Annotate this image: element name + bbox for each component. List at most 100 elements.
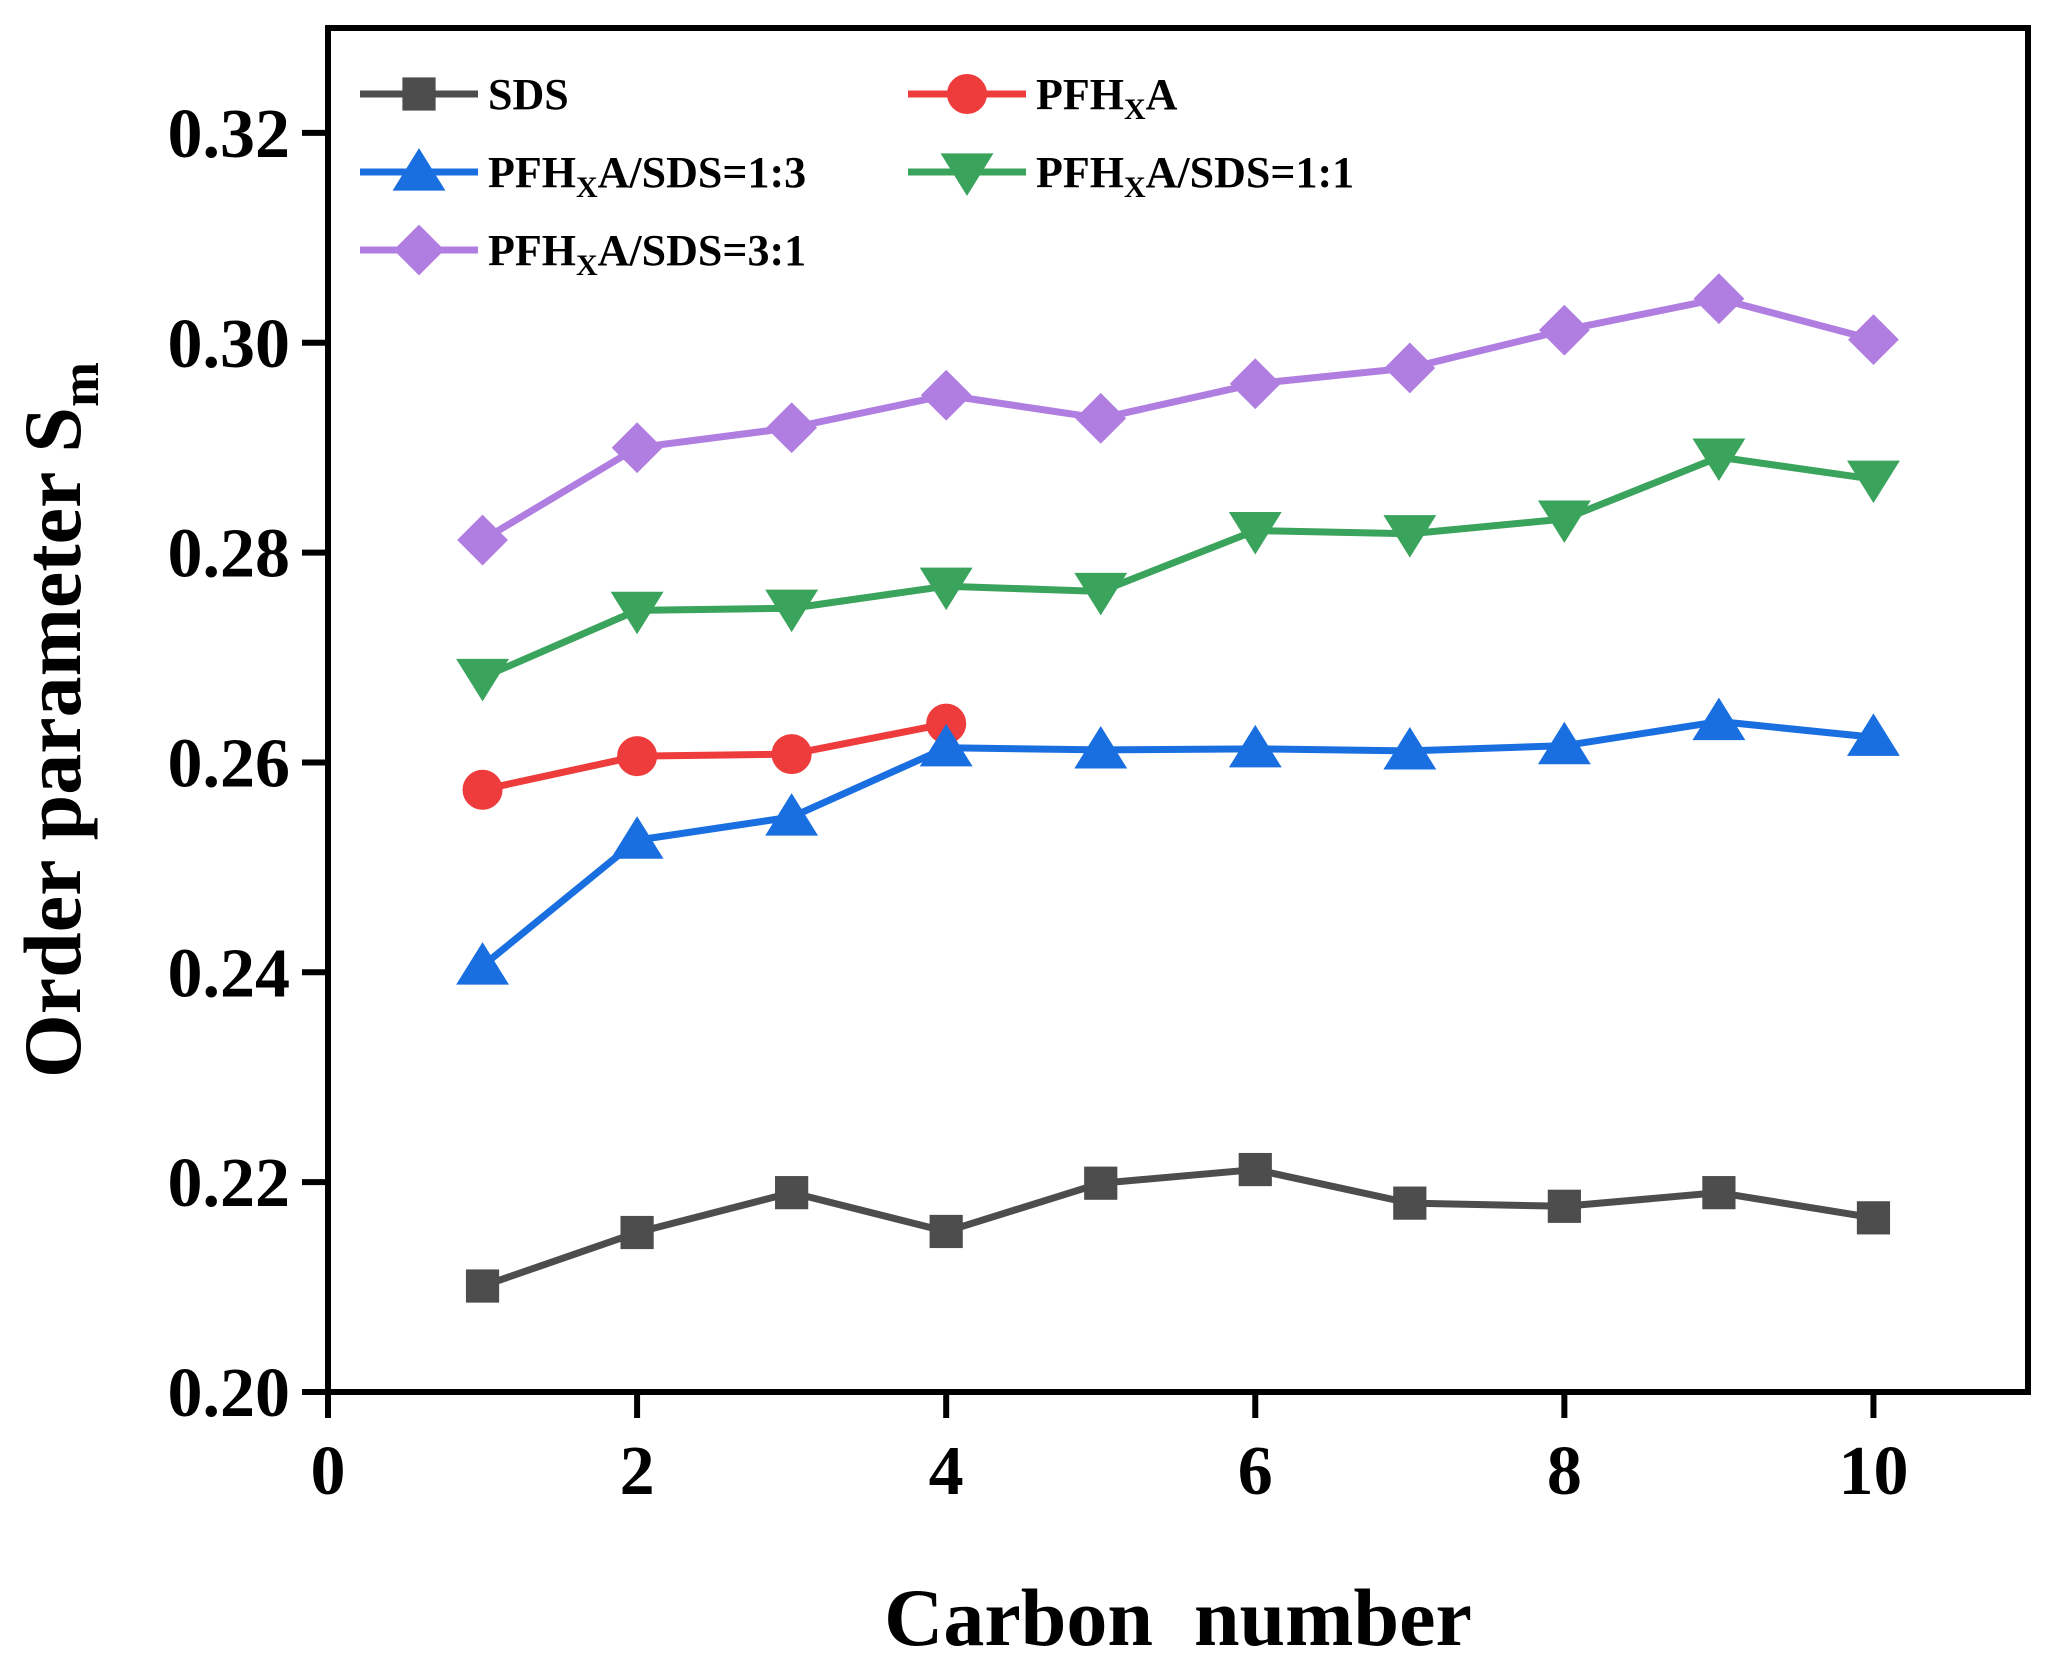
data-point (1856, 1201, 1891, 1235)
series-line-3 (481, 453, 1874, 681)
data-point (1847, 713, 1900, 756)
series-line-4 (480, 295, 1875, 544)
data-point (920, 369, 972, 421)
data-point (1848, 314, 1899, 366)
x-tick-label: 2 (620, 1433, 655, 1510)
legend-marker (940, 153, 994, 196)
data-point (765, 589, 819, 633)
data-point (1238, 1152, 1272, 1187)
y-tick-label: 0.28 (168, 516, 291, 593)
legend-label: PFHXA/SDS=3:1 (488, 226, 806, 282)
x-axis-title: Carbon number (884, 1572, 1472, 1663)
legend-label-rest: A/SDS=1:3 (598, 148, 806, 197)
data-point (617, 736, 658, 777)
plot-area (325, 25, 2031, 1395)
data-point (457, 514, 508, 566)
data-point (1383, 515, 1437, 558)
data-point (1537, 500, 1591, 543)
data-point (611, 422, 663, 474)
y-tick-label: 0.26 (168, 725, 291, 802)
series-line-0 (481, 1166, 1875, 1290)
data-point (1074, 572, 1128, 616)
x-tick-label: 8 (1547, 1433, 1582, 1510)
legend-label-main: PFH (488, 226, 576, 275)
legend-label-main: PFH (1036, 70, 1124, 119)
data-point (1537, 721, 1591, 765)
legend-label: SDS (488, 70, 569, 119)
legend-label: PFHXA (1036, 70, 1178, 126)
x-tick-label: 4 (929, 1433, 964, 1510)
data-point (929, 1214, 963, 1249)
data-point (610, 816, 664, 859)
data-point (1084, 1166, 1118, 1200)
data-point (1228, 724, 1282, 768)
y-axis-title-main: Order parameter S (7, 407, 98, 1078)
data-point (1847, 460, 1900, 504)
data-point (919, 723, 973, 767)
legend-item: PFHXA/SDS=1:3 (360, 148, 806, 204)
plot-frame (325, 25, 2031, 1395)
x-tick-label: 6 (1238, 1433, 1273, 1510)
y-axis-title-subscript: m (50, 362, 110, 407)
data-point (1383, 727, 1437, 770)
x-tick-label: 0 (311, 1433, 346, 1510)
y-axis-title: Order parameter Sm (7, 362, 110, 1078)
legend-marker (392, 148, 446, 191)
data-point (465, 1269, 500, 1303)
legend-item: SDS (360, 70, 569, 119)
y-tick-label: 0.22 (168, 1145, 291, 1222)
data-point (1692, 697, 1746, 741)
legend-label: PFHXA/SDS=1:1 (1036, 148, 1354, 204)
legend-item: PFHXA (908, 70, 1178, 126)
y-axis: 0.20 0.22 0.24 0.26 0.28 0.30 0.32 (168, 96, 328, 1432)
x-tick-label: 10 (1838, 1433, 1908, 1510)
data-point (456, 658, 509, 702)
data-point (620, 1215, 654, 1250)
data-point (771, 734, 812, 775)
data-point (1692, 438, 1746, 482)
data-point (1075, 392, 1127, 444)
data-point (462, 769, 503, 810)
data-point (1229, 358, 1281, 410)
y-tick-label: 0.30 (168, 306, 291, 383)
legend-marker (393, 224, 445, 276)
y-tick-label: 0.32 (168, 96, 291, 173)
series-line-1 (481, 720, 947, 794)
data-point (1538, 304, 1590, 356)
data-point (456, 942, 509, 985)
data-point (775, 1176, 809, 1210)
data-point (1393, 1186, 1427, 1220)
legend-item: PFHXA/SDS=3:1 (360, 224, 806, 282)
legend-label: PFHXA/SDS=1:3 (488, 148, 806, 204)
legend-label-main: PFH (1036, 148, 1124, 197)
data-point (1228, 511, 1282, 555)
data-point (765, 793, 819, 836)
legend-label-main: SDS (488, 70, 569, 119)
data-point (1384, 342, 1436, 394)
legend-label-subscript: X (576, 249, 598, 282)
data-point (1547, 1189, 1581, 1223)
data-point (1702, 1176, 1736, 1210)
legend-label-subscript: X (576, 171, 598, 204)
y-tick-label: 0.24 (168, 935, 291, 1012)
legend-label-subscript: X (1124, 171, 1146, 204)
data-point (1074, 725, 1128, 769)
legend-label-subscript: X (1124, 93, 1146, 126)
series-lines (480, 295, 1875, 1290)
series-markers (456, 273, 1900, 1303)
legend-label-rest: A/SDS=3:1 (598, 226, 806, 275)
legend-label-rest: A (1146, 70, 1178, 119)
legend-item: PFHXA/SDS=1:1 (908, 148, 1354, 204)
data-point (766, 402, 818, 454)
data-point (1693, 273, 1745, 325)
legend-marker (947, 74, 987, 114)
x-axis: 0 2 4 6 8 10 (311, 1392, 1908, 1510)
legend-marker (402, 77, 436, 111)
legend-label-main: PFH (488, 148, 576, 197)
data-point (610, 591, 664, 635)
legend-label-rest: A/SDS=1:1 (1146, 148, 1354, 197)
y-tick-label: 0.20 (168, 1355, 291, 1432)
data-point (919, 567, 973, 611)
